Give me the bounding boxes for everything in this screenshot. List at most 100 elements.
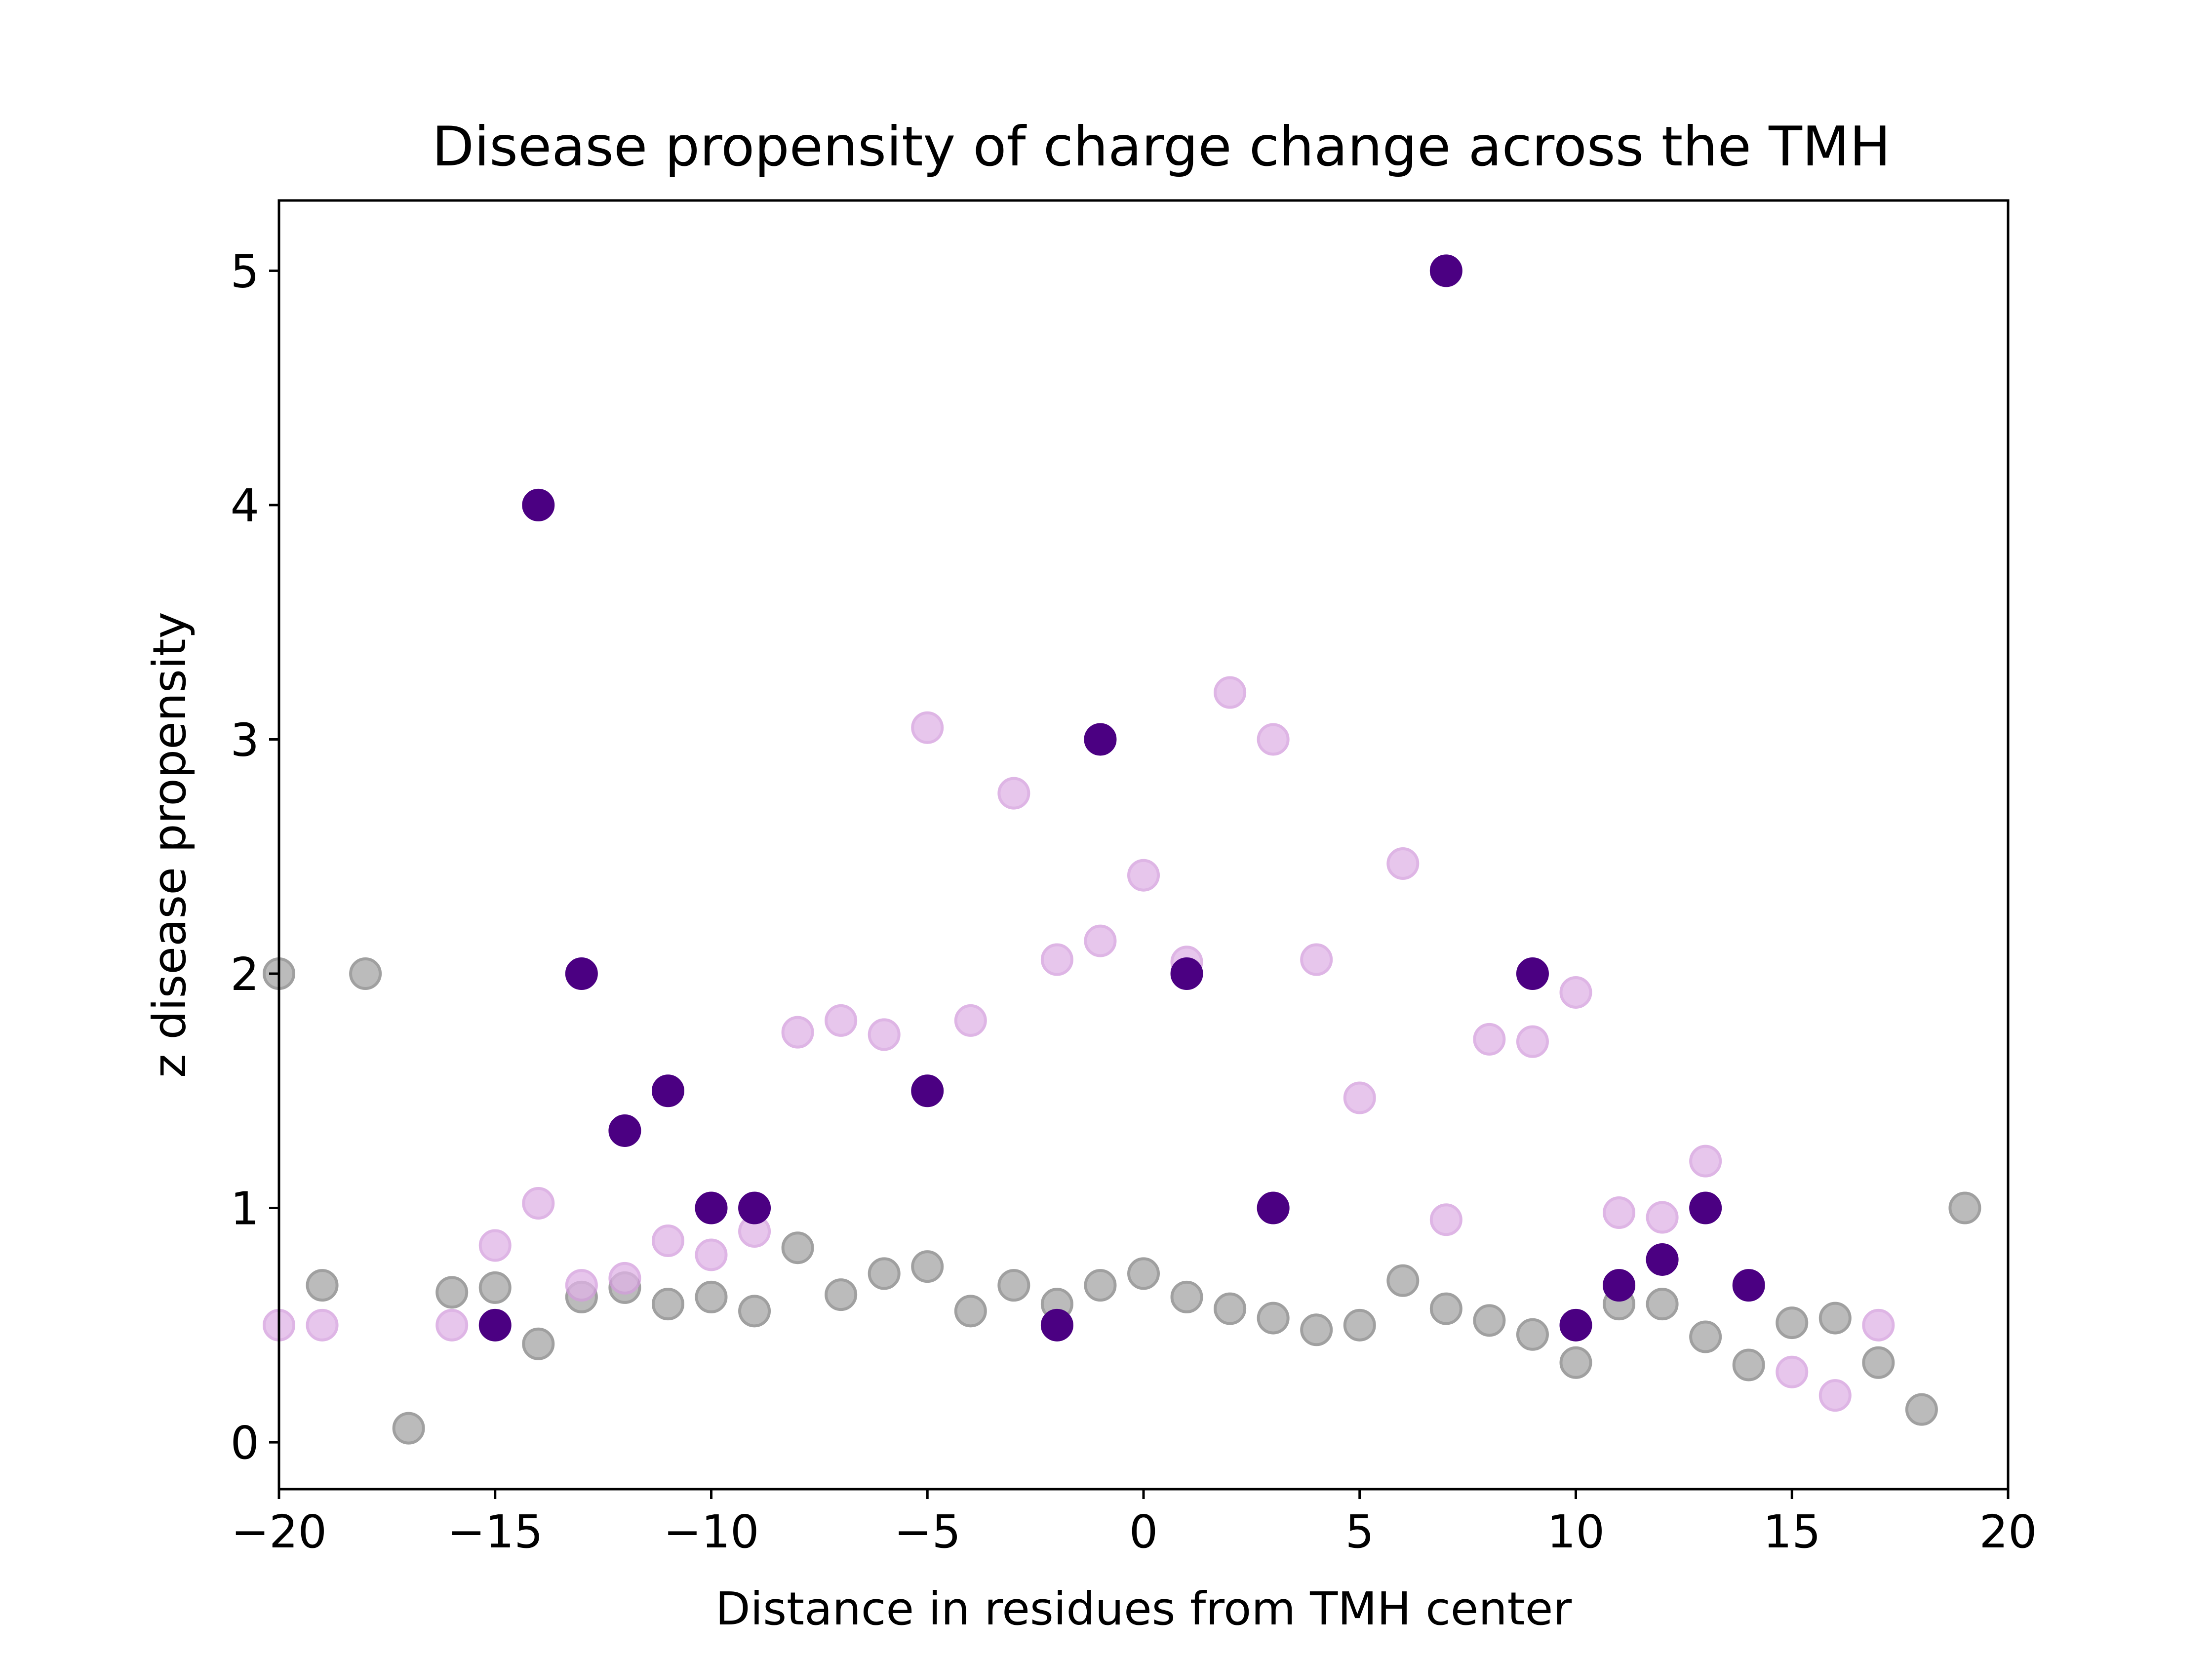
- y-axis: 0 1 2 3 4 5: [230, 245, 279, 1469]
- data-point: [781, 1231, 814, 1264]
- x-tick-label: 10: [1547, 1505, 1605, 1558]
- data-point: [1127, 859, 1160, 892]
- data-point: [1646, 1243, 1679, 1276]
- data-point: [1084, 924, 1117, 957]
- data-point: [478, 1308, 512, 1342]
- data-point: [954, 1004, 987, 1037]
- data-point: [1646, 1288, 1679, 1321]
- data-point: [1516, 1318, 1549, 1351]
- x-tick-label: −5: [894, 1505, 961, 1558]
- x-axis: −20 −15 −10 −5 0 5 10 15 20: [231, 1489, 2037, 1558]
- data-point: [1084, 723, 1117, 756]
- data-point: [1300, 943, 1333, 976]
- data-point: [1559, 1346, 1592, 1379]
- data-point: [565, 957, 598, 990]
- chart-title: Disease propensity of charge change acro…: [432, 115, 1891, 179]
- data-point: [1818, 1379, 1852, 1412]
- data-point: [1473, 1023, 1506, 1056]
- y-tick-label: 1: [230, 1183, 259, 1235]
- data-point: [695, 1238, 728, 1271]
- data-point: [1559, 1308, 1592, 1342]
- data-point: [1257, 1302, 1290, 1335]
- x-tick-label: 5: [1345, 1505, 1374, 1558]
- series-3: [478, 254, 1765, 1342]
- x-tick-label: 20: [1979, 1505, 2037, 1558]
- series-2: [263, 676, 1895, 1412]
- data-point: [306, 1269, 339, 1302]
- x-tick-label: −20: [231, 1505, 327, 1558]
- data-point: [608, 1114, 641, 1147]
- data-point: [997, 1269, 1030, 1302]
- y-tick-label: 5: [230, 245, 259, 298]
- x-tick-label: 15: [1763, 1505, 1821, 1558]
- data-point: [1732, 1269, 1765, 1302]
- data-point: [1646, 1201, 1679, 1234]
- data-point: [738, 1295, 771, 1328]
- data-point: [1040, 943, 1073, 976]
- data-point: [565, 1269, 598, 1302]
- plot-area: [263, 254, 1981, 1445]
- x-tick-label: 0: [1129, 1505, 1158, 1558]
- data-point: [695, 1191, 728, 1224]
- data-point: [1386, 1264, 1420, 1297]
- data-point: [868, 1018, 901, 1051]
- data-point: [1214, 676, 1247, 709]
- data-point: [1170, 1280, 1203, 1313]
- data-point: [651, 1288, 684, 1321]
- y-tick-label: 4: [230, 479, 259, 532]
- x-tick-label: −15: [447, 1505, 543, 1558]
- data-point: [1386, 847, 1420, 880]
- data-point: [695, 1280, 728, 1313]
- data-point: [1689, 1191, 1722, 1224]
- data-point: [1257, 1191, 1290, 1224]
- data-point: [1084, 1269, 1117, 1302]
- data-point: [522, 1187, 555, 1220]
- data-point: [1516, 957, 1549, 990]
- data-point: [1343, 1308, 1376, 1342]
- data-point: [1170, 957, 1203, 990]
- data-point: [1040, 1308, 1073, 1342]
- data-point: [435, 1308, 469, 1342]
- x-tick-label: −10: [663, 1505, 759, 1558]
- data-point: [1257, 723, 1290, 756]
- data-point: [1343, 1081, 1376, 1114]
- data-point: [911, 1250, 944, 1283]
- data-point: [1516, 1025, 1549, 1058]
- data-point: [1776, 1355, 1809, 1388]
- data-point: [392, 1412, 425, 1445]
- data-point: [608, 1262, 641, 1295]
- data-point: [435, 1276, 469, 1309]
- data-point: [478, 1229, 512, 1262]
- data-point: [478, 1271, 512, 1304]
- data-point: [1732, 1348, 1765, 1382]
- data-point: [1862, 1308, 1895, 1342]
- data-point: [1127, 1257, 1160, 1290]
- data-point: [1214, 1292, 1247, 1325]
- data-point: [1429, 254, 1462, 287]
- y-tick-label: 3: [230, 713, 259, 766]
- data-point: [868, 1257, 901, 1290]
- data-point: [781, 1016, 814, 1049]
- data-point: [997, 777, 1030, 810]
- data-point: [825, 1004, 858, 1037]
- data-point: [1905, 1393, 1938, 1426]
- x-axis-label: Distance in residues from TMH center: [715, 1582, 1572, 1635]
- y-tick-label: 2: [230, 948, 259, 1001]
- data-point: [1689, 1145, 1722, 1178]
- data-point: [738, 1191, 771, 1224]
- data-point: [911, 711, 944, 744]
- data-point: [522, 488, 555, 521]
- data-point: [1300, 1313, 1333, 1346]
- data-point: [1429, 1292, 1462, 1325]
- data-point: [1603, 1196, 1636, 1229]
- data-point: [651, 1074, 684, 1107]
- data-point: [1818, 1302, 1852, 1335]
- data-point: [1429, 1203, 1462, 1236]
- data-point: [349, 957, 382, 990]
- data-point: [1559, 976, 1592, 1009]
- data-point: [1862, 1346, 1895, 1379]
- data-point: [522, 1327, 555, 1360]
- data-point: [1473, 1304, 1506, 1337]
- data-point: [1603, 1269, 1636, 1302]
